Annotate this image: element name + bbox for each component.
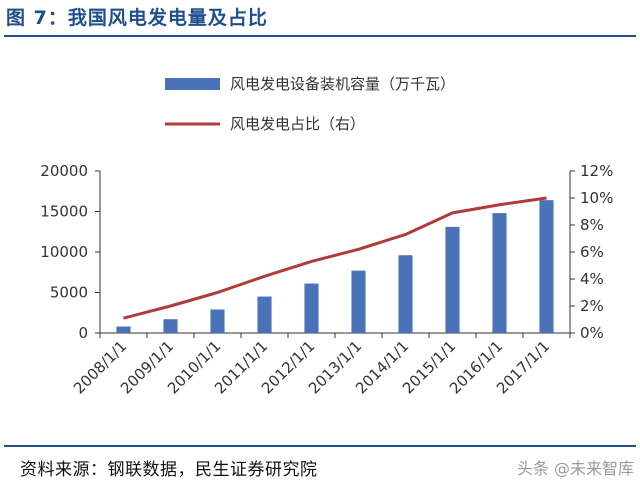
y-right-tick-label: 10% (580, 189, 613, 207)
y-right-tick-label: 4% (580, 270, 604, 288)
y-left-tick-label: 15000 (40, 203, 88, 221)
bar (492, 213, 507, 333)
title-divider (4, 35, 636, 37)
bar (163, 319, 178, 333)
line-series (123, 196, 547, 320)
legend-bar-label: 风电发电设备装机容量（万千瓦） (230, 75, 455, 93)
legend-line-label: 风电发电占比（右） (230, 115, 365, 133)
source-note: 资料来源：钢联数据，民生证券研究院 (20, 460, 318, 480)
y-right-tick-label: 0% (580, 324, 604, 342)
y-left-tick-label: 5000 (50, 284, 88, 302)
bar-series (116, 200, 554, 333)
bar (257, 296, 272, 333)
bar (445, 226, 460, 333)
watermark: 头条 @未来智库 (516, 459, 634, 478)
bar (539, 200, 554, 333)
legend: 风电发电设备装机容量（万千瓦） 风电发电占比（右） (165, 75, 455, 133)
source-divider (4, 445, 636, 447)
y-right-tick-label: 6% (580, 243, 604, 261)
axes (95, 170, 575, 338)
bar (304, 283, 319, 333)
bar (398, 255, 413, 333)
y-left-tick-label: 10000 (40, 243, 88, 261)
legend-bar-swatch (165, 78, 220, 90)
bar (116, 326, 131, 333)
bar (351, 270, 366, 333)
wind-power-chart: 风电发电设备装机容量（万千瓦） 风电发电占比（右） 0 5000 10000 1500… (40, 75, 613, 397)
y-right-tick-label: 2% (580, 297, 604, 315)
y-left-tick-label: 20000 (40, 162, 88, 180)
y-right-tick-label: 12% (580, 162, 613, 180)
figure-title: 图 7：我国风电发电量及占比 (6, 7, 268, 29)
share-line (123, 196, 547, 320)
bar (210, 309, 225, 333)
y-right-tick-label: 8% (580, 216, 604, 234)
y-left-tick-label: 0 (78, 324, 88, 342)
tick-labels: 050001000015000200000%2%4%6%8%10%12%2008… (40, 162, 613, 397)
